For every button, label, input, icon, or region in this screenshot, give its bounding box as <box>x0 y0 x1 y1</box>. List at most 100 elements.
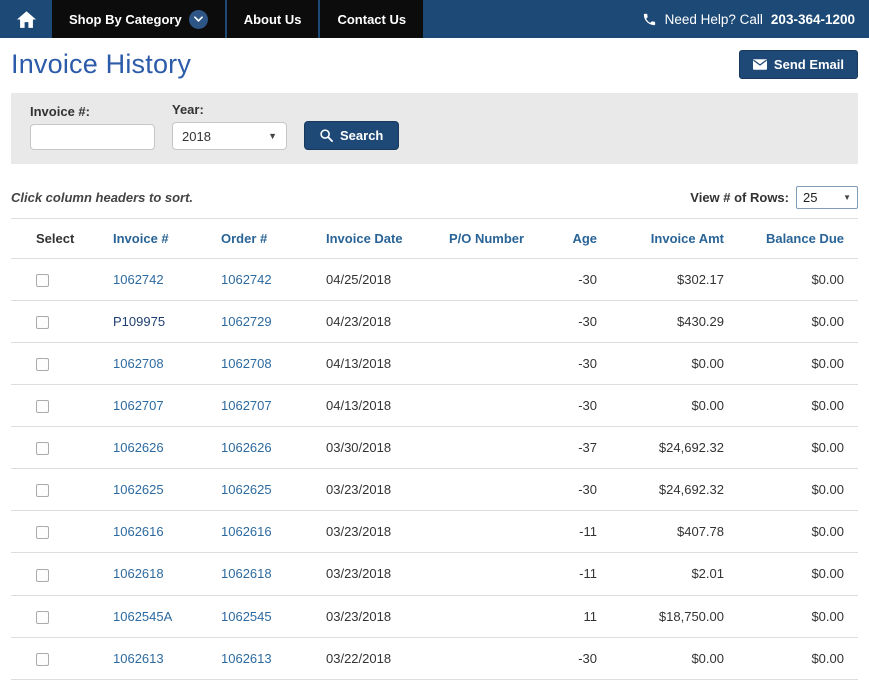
balance-due-cell: $0.00 <box>811 482 844 497</box>
order-number-link[interactable]: 1062625 <box>221 482 272 497</box>
age-cell: 11 <box>584 609 598 624</box>
nav-item-label: Contact Us <box>337 12 406 27</box>
invoice-amount-cell: $24,692.32 <box>659 440 724 455</box>
invoice-date-cell: 03/23/2018 <box>326 566 391 581</box>
invoice-amount-cell: $407.78 <box>677 524 724 539</box>
invoice-number-link[interactable]: 1062618 <box>113 566 164 581</box>
order-number-link[interactable]: 1062626 <box>221 440 272 455</box>
nav-item-label: Shop By Category <box>69 12 182 27</box>
nav-item-about-us[interactable]: About Us <box>227 0 321 38</box>
rows-per-page-select[interactable]: 25 ▼ <box>796 186 858 209</box>
order-number-link[interactable]: 1062708 <box>221 356 272 371</box>
balance-due-cell: $0.00 <box>811 651 844 666</box>
table-row: 1062616106261603/23/2018-11$407.78$0.00 <box>11 511 858 553</box>
send-email-button[interactable]: Send Email <box>739 50 858 79</box>
row-select-checkbox[interactable] <box>36 526 49 539</box>
nav-item-contact-us[interactable]: Contact Us <box>320 0 423 38</box>
order-number-link[interactable]: 1062545 <box>221 609 272 624</box>
row-select-checkbox[interactable] <box>36 274 49 287</box>
invoice-table: Select Invoice # Order # Invoice Date P/… <box>11 218 858 680</box>
table-row: 1062613106261303/22/2018-30$0.00$0.00 <box>11 637 858 679</box>
table-row: 1062618106261803/23/2018-11$2.01$0.00 <box>11 553 858 595</box>
order-number-link[interactable]: 1062707 <box>221 398 272 413</box>
select-arrow-icon: ▼ <box>268 131 277 141</box>
invoice-date-cell: 04/23/2018 <box>326 314 391 329</box>
row-select-checkbox[interactable] <box>36 316 49 329</box>
invoice-table-body: 1062742 1062742 04/25/2018 -30 $302.17 $0.00 P… <box>11 259 858 680</box>
invoice-amount-cell: $302.17 <box>677 272 724 287</box>
invoice-number-link[interactable]: 1062616 <box>113 524 164 539</box>
invoice-date-cell: 04/25/2018 <box>326 272 391 287</box>
top-navbar: Shop By Category About Us Contact Us Nee… <box>0 0 869 38</box>
invoice-number-link[interactable]: 1062708 <box>113 356 164 371</box>
column-header-age[interactable]: Age <box>549 219 611 259</box>
balance-due-cell: $0.00 <box>811 524 844 539</box>
age-cell: -30 <box>578 482 597 497</box>
age-cell: -11 <box>579 524 597 539</box>
balance-due-cell: $0.00 <box>811 314 844 329</box>
invoice-number-input[interactable] <box>30 124 155 150</box>
search-label: Search <box>340 128 383 143</box>
order-number-link[interactable]: 1062613 <box>221 651 272 666</box>
nav-menu: Shop By Category About Us Contact Us <box>52 0 423 38</box>
table-row: P109975106272904/23/2018-30$430.29$0.00 <box>11 301 858 343</box>
invoice-amount-cell: $430.29 <box>677 314 724 329</box>
age-cell: -30 <box>578 398 597 413</box>
balance-due-cell: $0.00 <box>811 440 844 455</box>
row-select-checkbox[interactable] <box>36 569 49 582</box>
column-header-order[interactable]: Order # <box>199 219 304 259</box>
help-text: Need Help? Call <box>665 12 763 27</box>
row-select-checkbox[interactable] <box>36 484 49 497</box>
invoice-number-link[interactable]: 1062613 <box>113 651 164 666</box>
table-row: 1062626106262603/30/2018-37$24,692.32$0.… <box>11 427 858 469</box>
age-cell: -11 <box>579 566 597 581</box>
sort-hint-text: Click column headers to sort. <box>11 190 193 205</box>
invoice-number-link[interactable]: 1062742 <box>113 272 164 287</box>
invoice-date-cell: 03/23/2018 <box>326 609 391 624</box>
balance-due-cell: $0.00 <box>811 272 844 287</box>
invoice-date-cell: 03/23/2018 <box>326 482 391 497</box>
column-header-balance-due[interactable]: Balance Due <box>738 219 858 259</box>
order-number-link[interactable]: 1062729 <box>221 314 272 329</box>
invoice-number-link[interactable]: P109975 <box>113 314 165 329</box>
invoice-amount-cell: $0.00 <box>691 651 724 666</box>
email-icon <box>753 59 767 70</box>
invoice-amount-cell: $18,750.00 <box>659 609 724 624</box>
invoice-number-label: Invoice #: <box>30 104 155 119</box>
row-select-checkbox[interactable] <box>36 358 49 371</box>
column-header-invoice[interactable]: Invoice # <box>91 219 199 259</box>
year-select[interactable]: 2018 ▼ <box>172 122 287 150</box>
invoice-number-link[interactable]: 1062625 <box>113 482 164 497</box>
invoice-number-link[interactable]: 1062707 <box>113 398 164 413</box>
column-header-select[interactable]: Select <box>11 219 91 259</box>
need-help-call: Need Help? Call 203-364-1200 <box>642 0 869 38</box>
nav-item-shop-by-category[interactable]: Shop By Category <box>52 0 227 38</box>
rows-per-page-label: View # of Rows: <box>690 190 789 205</box>
age-cell: -30 <box>578 356 597 371</box>
balance-due-cell: $0.00 <box>811 356 844 371</box>
invoice-number-link[interactable]: 1062545A <box>113 609 172 624</box>
order-number-link[interactable]: 1062742 <box>221 272 272 287</box>
page-title: Invoice History <box>11 49 191 80</box>
invoice-number-link[interactable]: 1062626 <box>113 440 164 455</box>
select-arrow-icon: ▼ <box>843 193 851 202</box>
balance-due-cell: $0.00 <box>811 398 844 413</box>
invoice-amount-cell: $0.00 <box>691 356 724 371</box>
column-header-invoice-date[interactable]: Invoice Date <box>304 219 424 259</box>
row-select-checkbox[interactable] <box>36 400 49 413</box>
balance-due-cell: $0.00 <box>811 609 844 624</box>
home-icon <box>17 11 36 28</box>
order-number-link[interactable]: 1062618 <box>221 566 272 581</box>
column-header-invoice-amt[interactable]: Invoice Amt <box>611 219 738 259</box>
column-header-po-number[interactable]: P/O Number <box>424 219 549 259</box>
order-number-link[interactable]: 1062616 <box>221 524 272 539</box>
year-label: Year: <box>172 102 287 117</box>
home-button[interactable] <box>0 0 52 38</box>
invoice-amount-cell: $24,692.32 <box>659 482 724 497</box>
year-select-value: 2018 <box>182 129 211 144</box>
invoice-date-cell: 03/30/2018 <box>326 440 391 455</box>
invoice-amount-cell: $0.00 <box>691 398 724 413</box>
row-select-checkbox[interactable] <box>36 442 49 455</box>
row-select-checkbox[interactable] <box>36 611 49 624</box>
search-button[interactable]: Search <box>304 121 399 150</box>
